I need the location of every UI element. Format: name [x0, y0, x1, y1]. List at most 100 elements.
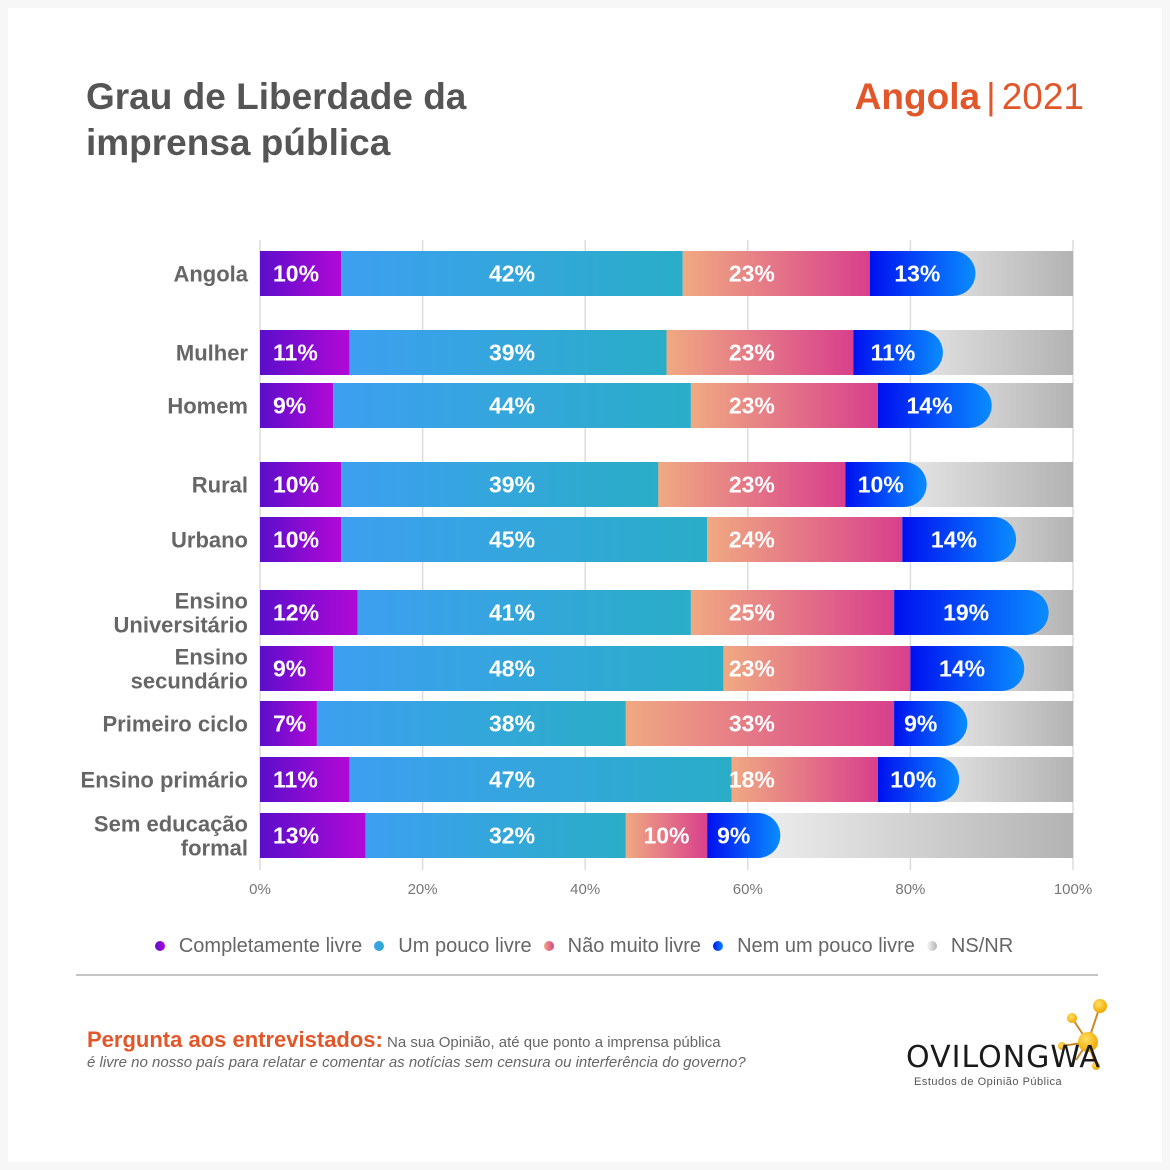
bar-segment-nao-muito-livre — [666, 330, 854, 375]
bar-segment-completamente-livre — [260, 330, 350, 375]
data-label: 32% — [489, 823, 535, 849]
legend-label: Um pouco livre — [398, 934, 532, 957]
data-label: 45% — [489, 527, 535, 553]
x-axis-ticks: 0% 20% 40% 60% 80% 100% — [249, 881, 1092, 898]
category-labels: Angola Mulher Homem Rural Urbano Ensino Univer… — [81, 262, 249, 861]
data-label: 9% — [273, 656, 306, 682]
data-label: 39% — [489, 472, 535, 498]
footer-divider — [76, 974, 1098, 976]
category-label: Primeiro ciclo — [102, 712, 248, 737]
bar-segment-nem-um-pouco-livre — [707, 813, 781, 858]
category-label: Sem educação formal — [94, 812, 248, 861]
bar-segment-nem-um-pouco-livre — [910, 646, 1025, 691]
data-label: 41% — [489, 600, 535, 626]
data-label: 47% — [489, 767, 535, 793]
bar-segment-nem-um-pouco-livre — [869, 251, 976, 296]
category-label: Ensino primário — [81, 768, 248, 793]
title-line-2: imprensa pública — [86, 122, 391, 163]
category-label: Rural — [192, 473, 248, 498]
bar-segment-completamente-livre — [260, 383, 334, 428]
bar-segment-completamente-livre — [260, 590, 358, 635]
legend-label: Não muito livre — [567, 934, 702, 957]
data-label: 10% — [273, 527, 319, 553]
legend-item-completamente-livre: Completamente livre — [154, 934, 363, 958]
bar-row: 10% 45% 24% 14% — [260, 517, 1073, 562]
bar-segment-nem-um-pouco-livre — [894, 701, 968, 746]
legend-item-nem-um-pouco-livre: Nem um pouco livre — [713, 935, 915, 958]
bar-segment-um-pouco-livre — [316, 701, 626, 746]
data-label: 11% — [273, 767, 318, 793]
molecule-icon — [1058, 999, 1107, 1070]
data-label: 39% — [489, 340, 535, 366]
bar-segment-nao-muito-livre — [707, 517, 903, 562]
data-label: 10% — [643, 823, 689, 849]
data-label: 19% — [943, 600, 989, 626]
data-label: 48% — [489, 656, 535, 682]
data-label: 10% — [273, 261, 319, 287]
bar-row: 10% 39% 23% 10% — [260, 462, 1073, 507]
chart-legend: Completamente livre Um pouco livre Não mui… — [0, 930, 1170, 962]
chart-title: Grau de Liberdade da imprensa pública — [86, 74, 606, 166]
data-label: 18% — [729, 767, 775, 793]
bar-segment-nem-um-pouco-livre — [877, 383, 992, 428]
bar-segment-nem-um-pouco-livre — [902, 517, 1017, 562]
bar-segment-nao-muito-livre — [625, 813, 708, 858]
data-label: 10% — [858, 472, 904, 498]
ovilongwa-logo: OVILONGWA Estudos de Opinião Pública — [900, 990, 1110, 1100]
x-tick-label: 60% — [733, 881, 763, 898]
bar-segment-nao-muito-livre — [658, 462, 846, 507]
bar-segment-completamente-livre — [260, 646, 334, 691]
data-label: 14% — [907, 393, 953, 419]
bar-segment-completamente-livre — [260, 701, 317, 746]
question-text-line-1: Na sua Opinião, até que ponto a imprensa… — [387, 1034, 721, 1051]
data-label: 42% — [489, 261, 535, 287]
bar-row: 9% 48% 23% 14% — [260, 646, 1073, 691]
data-label: 23% — [729, 261, 775, 287]
legend-label: NS/NR — [950, 934, 1014, 957]
bar-segment-um-pouco-livre — [357, 590, 691, 635]
bar-segment-um-pouco-livre — [341, 517, 708, 562]
bar-segment-um-pouco-livre — [365, 813, 626, 858]
bar-row: 12% 41% 25% 19% — [260, 590, 1073, 635]
legend-label: Completamente livre — [178, 934, 363, 957]
legend-label: Nem um pouco livre — [737, 934, 915, 957]
data-label: 13% — [894, 261, 940, 287]
bar-segment-completamente-livre — [260, 813, 366, 858]
bar-segment-completamente-livre — [260, 462, 342, 507]
data-label: 13% — [273, 823, 319, 849]
bar-segment-nem-um-pouco-livre — [853, 330, 943, 375]
bars: 10% 42% 23% 13% 11% 39% 23% 11% 9% 44% 23% 14% 10% 39… — [260, 251, 1073, 858]
x-tick-label: 20% — [408, 881, 438, 898]
country-name: Angola — [854, 76, 981, 117]
bar-segment-completamente-livre — [260, 757, 350, 802]
category-label: Ensino Universitário — [114, 589, 249, 638]
data-label: 23% — [729, 340, 775, 366]
country-year-header: Angola | 2021 — [855, 74, 1084, 120]
legend-swatch-icon — [543, 941, 554, 951]
legend-swatch-icon — [926, 941, 937, 951]
data-label: 14% — [931, 527, 977, 553]
header-separator: | — [986, 76, 996, 117]
question-text-line-2: é livre no nosso país para relatar e com… — [87, 1054, 746, 1071]
x-tick-label: 0% — [249, 881, 271, 898]
data-label: 25% — [729, 600, 775, 626]
data-label: 9% — [273, 393, 306, 419]
data-label: 23% — [729, 472, 775, 498]
bar-segment-nem-um-pouco-livre — [877, 757, 960, 802]
bar-segment-um-pouco-livre — [341, 251, 683, 296]
data-label: 11% — [871, 340, 916, 366]
bar-segment-nao-muito-livre — [690, 590, 895, 635]
category-label: Angola — [173, 262, 248, 287]
data-label: 12% — [273, 600, 319, 626]
bar-row: 10% 42% 23% 13% — [260, 251, 1073, 296]
legend-item-um-pouco-livre: Um pouco livre — [374, 934, 532, 958]
data-label: 9% — [904, 711, 937, 737]
bar-segment-um-pouco-livre — [333, 646, 724, 691]
data-label: 11% — [273, 340, 318, 366]
bar-row: 13% 32% 10% 9% — [260, 813, 1073, 858]
bar-segment-completamente-livre — [260, 517, 342, 562]
x-tick-label: 100% — [1054, 881, 1092, 898]
stacked-bar-chart: 10% 42% 23% 13% 11% 39% 23% 11% 9% 44% 23% 14% 10% 39… — [81, 240, 1092, 898]
data-label: 38% — [489, 711, 535, 737]
data-label: 10% — [890, 767, 936, 793]
